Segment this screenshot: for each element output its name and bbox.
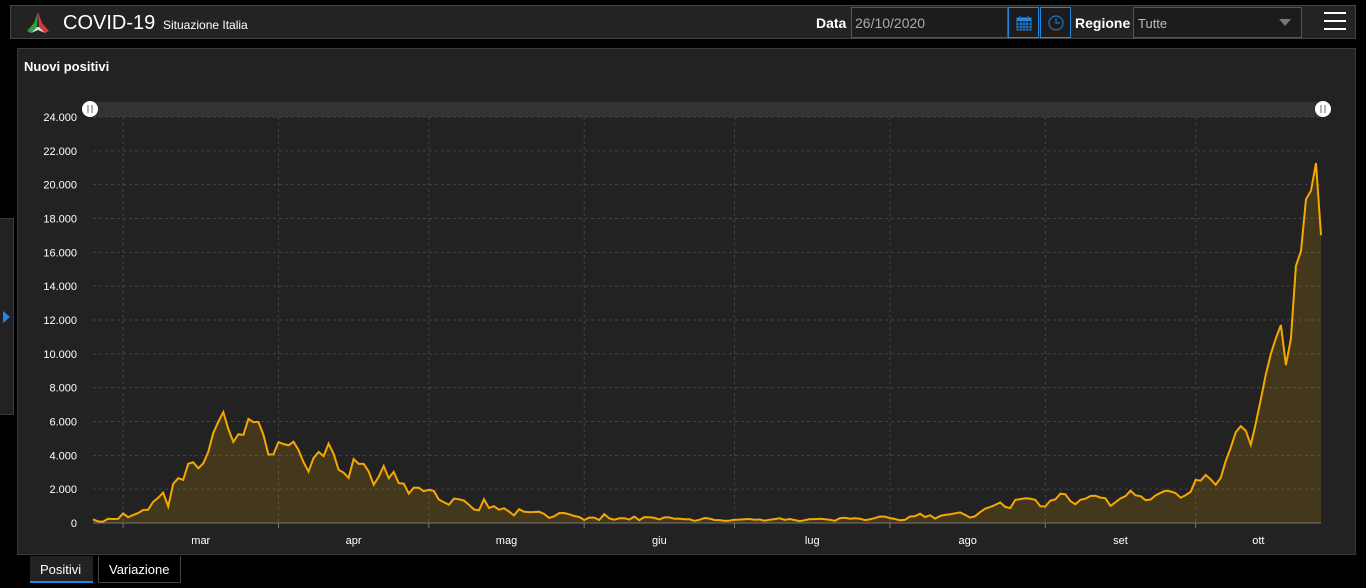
range-slider-track[interactable]	[90, 102, 1323, 117]
y-tick-label: 6.000	[49, 417, 77, 429]
tab-positivi[interactable]: Positivi	[30, 556, 93, 583]
region-select[interactable]: Tutte	[1133, 7, 1302, 38]
y-tick-label: 16.000	[43, 247, 77, 259]
side-panel-toggle[interactable]	[0, 218, 14, 415]
region-value: Tutte	[1138, 16, 1168, 31]
x-tick-label: set	[1113, 535, 1128, 547]
italy-logo-icon	[27, 12, 49, 33]
app-header: COVID-19 Situazione Italia Data Regione …	[10, 5, 1356, 39]
date-input[interactable]	[851, 7, 1008, 38]
chevron-right-icon	[3, 311, 10, 323]
app-title: COVID-19	[63, 12, 156, 34]
y-tick-label: 22.000	[43, 146, 77, 158]
area-fill	[93, 163, 1321, 523]
x-tick-label: ott	[1252, 535, 1264, 547]
y-tick-label: 18.000	[43, 214, 77, 226]
region-label: Regione	[1075, 15, 1131, 31]
y-tick-label: 4.000	[49, 450, 77, 462]
chart-title: Nuovi positivi	[24, 59, 110, 74]
x-tick-label: apr	[346, 535, 362, 547]
x-tick-label: lug	[805, 535, 820, 547]
range-handle-left[interactable]	[82, 101, 98, 117]
y-tick-label: 2.000	[49, 484, 77, 496]
series-line	[92, 162, 1322, 523]
date-label: Data	[816, 15, 847, 31]
calendar-button[interactable]	[1008, 7, 1039, 38]
x-tick-label: ago	[958, 535, 976, 547]
app-subtitle: Situazione Italia	[163, 18, 248, 32]
y-tick-label: 10.000	[43, 349, 77, 361]
y-tick-label: 8.000	[49, 383, 77, 395]
y-tick-label: 0	[71, 518, 77, 530]
y-tick-label: 12.000	[43, 315, 77, 327]
clock-icon	[1048, 15, 1063, 30]
x-tick-label: mag	[496, 535, 517, 547]
calendar-icon	[1016, 15, 1031, 30]
x-tick-label: mar	[191, 535, 210, 547]
chart-panel: Nuovi positivi	[17, 48, 1356, 555]
y-tick-label: 14.000	[43, 281, 77, 293]
hamburger-menu-icon[interactable]	[1324, 12, 1346, 32]
y-tick-label: 20.000	[43, 180, 77, 192]
x-tick-label: giu	[652, 535, 667, 547]
range-handle-right[interactable]	[1315, 101, 1331, 117]
y-tick-label: 24.000	[43, 112, 77, 124]
chevron-down-icon	[1279, 19, 1291, 26]
tab-variazione[interactable]: Variazione	[98, 556, 181, 583]
time-button[interactable]	[1040, 7, 1071, 38]
